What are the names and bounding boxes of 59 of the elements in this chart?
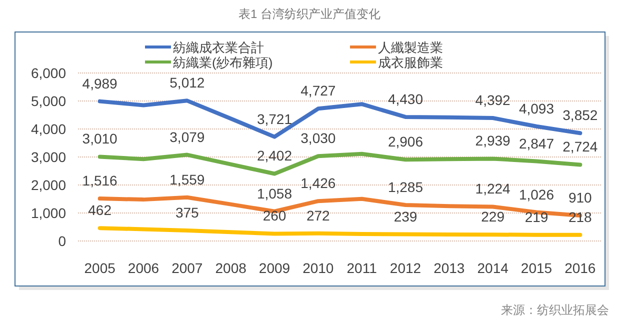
- data-label: 4,093: [518, 100, 554, 116]
- data-label: 4,989: [82, 75, 118, 92]
- data-label: 2,847: [518, 135, 554, 152]
- y-tick-label: 4,000: [30, 121, 66, 137]
- line-series: [98, 226, 582, 237]
- data-label: 2,402: [256, 148, 292, 164]
- line-series: [98, 152, 582, 176]
- x-tick-label: 2006: [128, 260, 160, 276]
- data-label: 1,026: [518, 186, 554, 202]
- x-tick-label: 2005: [84, 260, 116, 276]
- data-label: 4,392: [475, 92, 511, 108]
- data-label: 3,030: [300, 130, 336, 146]
- y-tick-label: 6,000: [30, 65, 66, 81]
- data-label: 1,058: [256, 185, 292, 202]
- data-label: 3,721: [256, 110, 292, 127]
- data-label: 3,079: [170, 128, 205, 145]
- y-tick-label: 3,000: [30, 149, 66, 165]
- data-label: 4,430: [388, 90, 424, 107]
- data-label: 3,010: [82, 130, 118, 147]
- source-note: 来源：纺织业拓展会: [501, 303, 609, 317]
- data-label: 2,939: [475, 132, 511, 149]
- data-label: 219: [524, 208, 548, 225]
- x-tick-label: 2008: [215, 260, 247, 276]
- legend-label: 紡織業(紗布雜項): [173, 55, 273, 70]
- data-label: 239: [394, 208, 418, 224]
- y-tick-label: 1,000: [30, 205, 66, 221]
- y-tick-label: 2,000: [30, 177, 66, 193]
- data-label: 375: [175, 204, 200, 220]
- data-label: 910: [568, 190, 592, 206]
- data-label: 218: [568, 208, 592, 225]
- x-tick-label: 2013: [434, 260, 465, 276]
- data-label: 260: [262, 208, 286, 224]
- x-tick-label: 2014: [477, 260, 509, 276]
- data-label: 1,516: [82, 172, 118, 189]
- x-tick-label: 2016: [564, 260, 596, 276]
- data-label: 3,852: [562, 107, 598, 124]
- data-label: 229: [481, 208, 505, 225]
- x-tick-label: 2011: [346, 260, 378, 276]
- data-label: 5,012: [170, 74, 205, 91]
- x-tick-label: 2012: [390, 260, 422, 276]
- legend-label: 人纖製造業: [378, 40, 443, 55]
- data-label: 1,224: [475, 180, 511, 197]
- legend-label: 成衣服飾業: [378, 55, 443, 70]
- legend-label: 紡織成衣業合計: [173, 40, 264, 55]
- y-tick-label: 5,000: [30, 93, 66, 109]
- y-tick-label: 0: [58, 233, 66, 249]
- data-label: 4,727: [300, 82, 336, 99]
- x-tick-label: 2007: [172, 260, 203, 276]
- data-label: 1,559: [170, 171, 205, 188]
- data-label: 462: [88, 202, 112, 218]
- data-label: 1,426: [300, 175, 336, 192]
- x-tick-label: 2009: [258, 260, 290, 276]
- x-tick-label: 2010: [302, 260, 334, 276]
- data-label: 2,724: [562, 138, 598, 155]
- data-label: 1,285: [388, 179, 424, 196]
- data-label: 2,906: [388, 134, 424, 150]
- data-label: 272: [306, 207, 330, 224]
- chart-title: 表1 台湾纺织产业产值变化: [238, 7, 381, 21]
- x-tick-label: 2015: [520, 260, 552, 276]
